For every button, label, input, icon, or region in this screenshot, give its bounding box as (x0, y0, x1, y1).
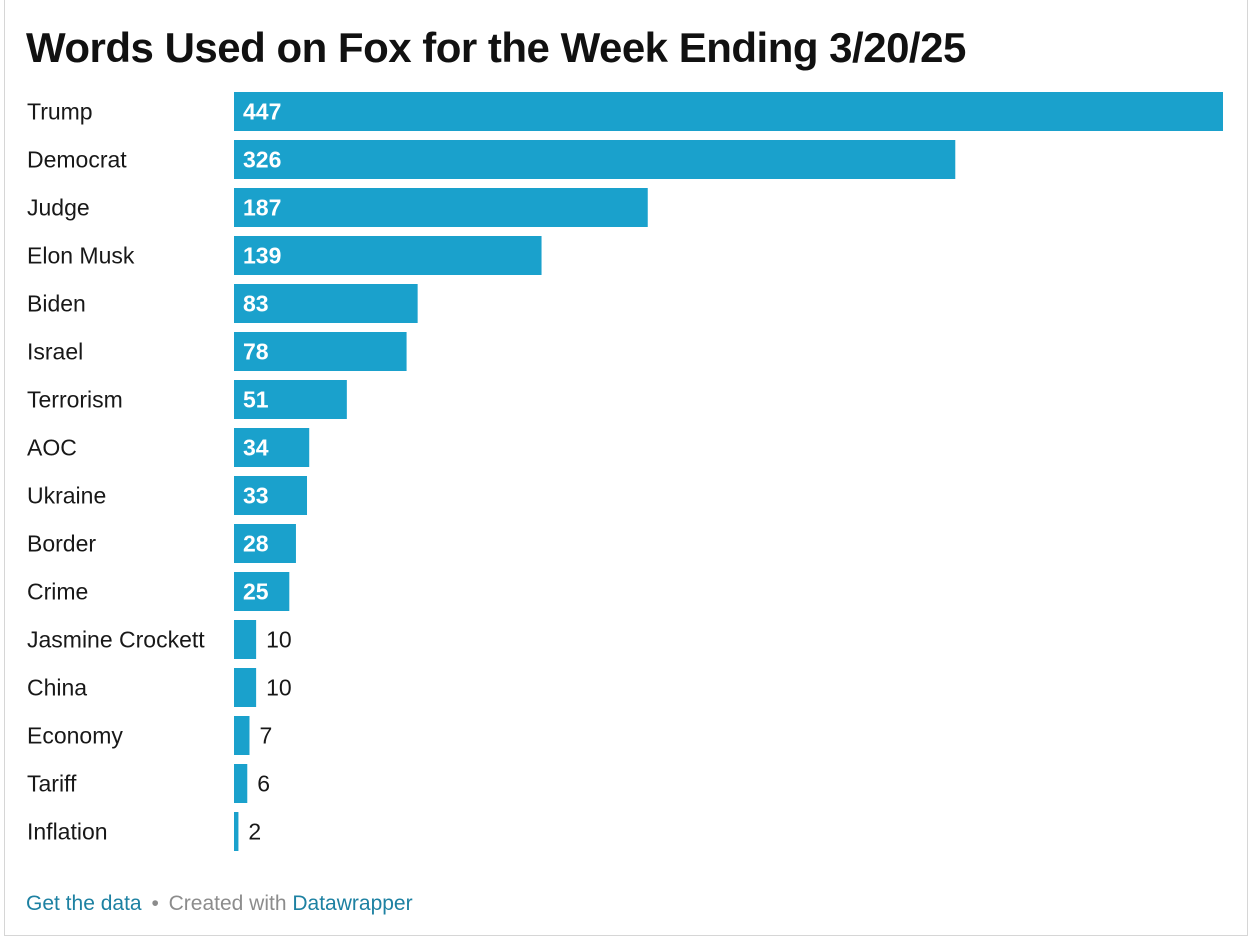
bar-chart: Trump 447 Democrat 326 Judge 187 Elon Musk 139 B… (27, 92, 1223, 851)
value-label: 25 (243, 579, 269, 605)
get-the-data-link[interactable]: Get the data (26, 892, 142, 915)
category-label: Judge (27, 195, 90, 221)
value-label: 6 (257, 771, 270, 797)
datawrapper-link[interactable]: Datawrapper (292, 892, 413, 915)
category-label: Israel (27, 339, 83, 365)
bar (234, 236, 542, 275)
footer-separator: • (151, 892, 159, 915)
chart-footer: Get the data • Created with Datawrapper (26, 892, 413, 916)
category-label: Elon Musk (27, 243, 135, 269)
category-label: Biden (27, 291, 86, 317)
bar (234, 188, 648, 227)
bar (234, 620, 257, 659)
value-label: 187 (243, 195, 281, 221)
value-label: 326 (243, 147, 281, 173)
bar (234, 572, 290, 611)
chart-title: Words Used on Fox for the Week Ending 3/… (26, 24, 966, 71)
bar (234, 812, 239, 851)
value-label: 139 (243, 243, 281, 269)
value-label: 7 (259, 723, 272, 749)
category-label: China (27, 675, 87, 701)
category-label: Democrat (27, 147, 127, 173)
value-label: 2 (248, 819, 261, 845)
value-label: 447 (243, 99, 281, 125)
bar (234, 476, 308, 515)
bar (234, 716, 250, 755)
value-label: 10 (266, 627, 292, 653)
created-with-text: Created with (168, 892, 287, 915)
value-label: 83 (243, 291, 269, 317)
value-label: 78 (243, 339, 269, 365)
category-label: Jasmine Crockett (27, 627, 205, 653)
bar (234, 428, 310, 467)
value-label: 28 (243, 531, 269, 557)
value-label: 34 (243, 435, 269, 461)
bar (234, 284, 418, 323)
category-label: Trump (27, 99, 93, 125)
bar (234, 140, 956, 179)
category-label: Inflation (27, 819, 108, 845)
category-label: Economy (27, 723, 123, 749)
value-label: 33 (243, 483, 269, 509)
bar (234, 764, 248, 803)
value-label: 10 (266, 675, 292, 701)
bar (234, 92, 1223, 131)
bar (234, 668, 257, 707)
category-label: Tariff (27, 771, 77, 797)
category-label: Terrorism (27, 387, 123, 413)
category-label: Border (27, 531, 96, 557)
category-label: Crime (27, 579, 88, 605)
bar (234, 524, 296, 563)
bar (234, 332, 407, 371)
category-label: AOC (27, 435, 77, 461)
value-label: 51 (243, 387, 269, 413)
bar (234, 380, 347, 419)
category-label: Ukraine (27, 483, 106, 509)
